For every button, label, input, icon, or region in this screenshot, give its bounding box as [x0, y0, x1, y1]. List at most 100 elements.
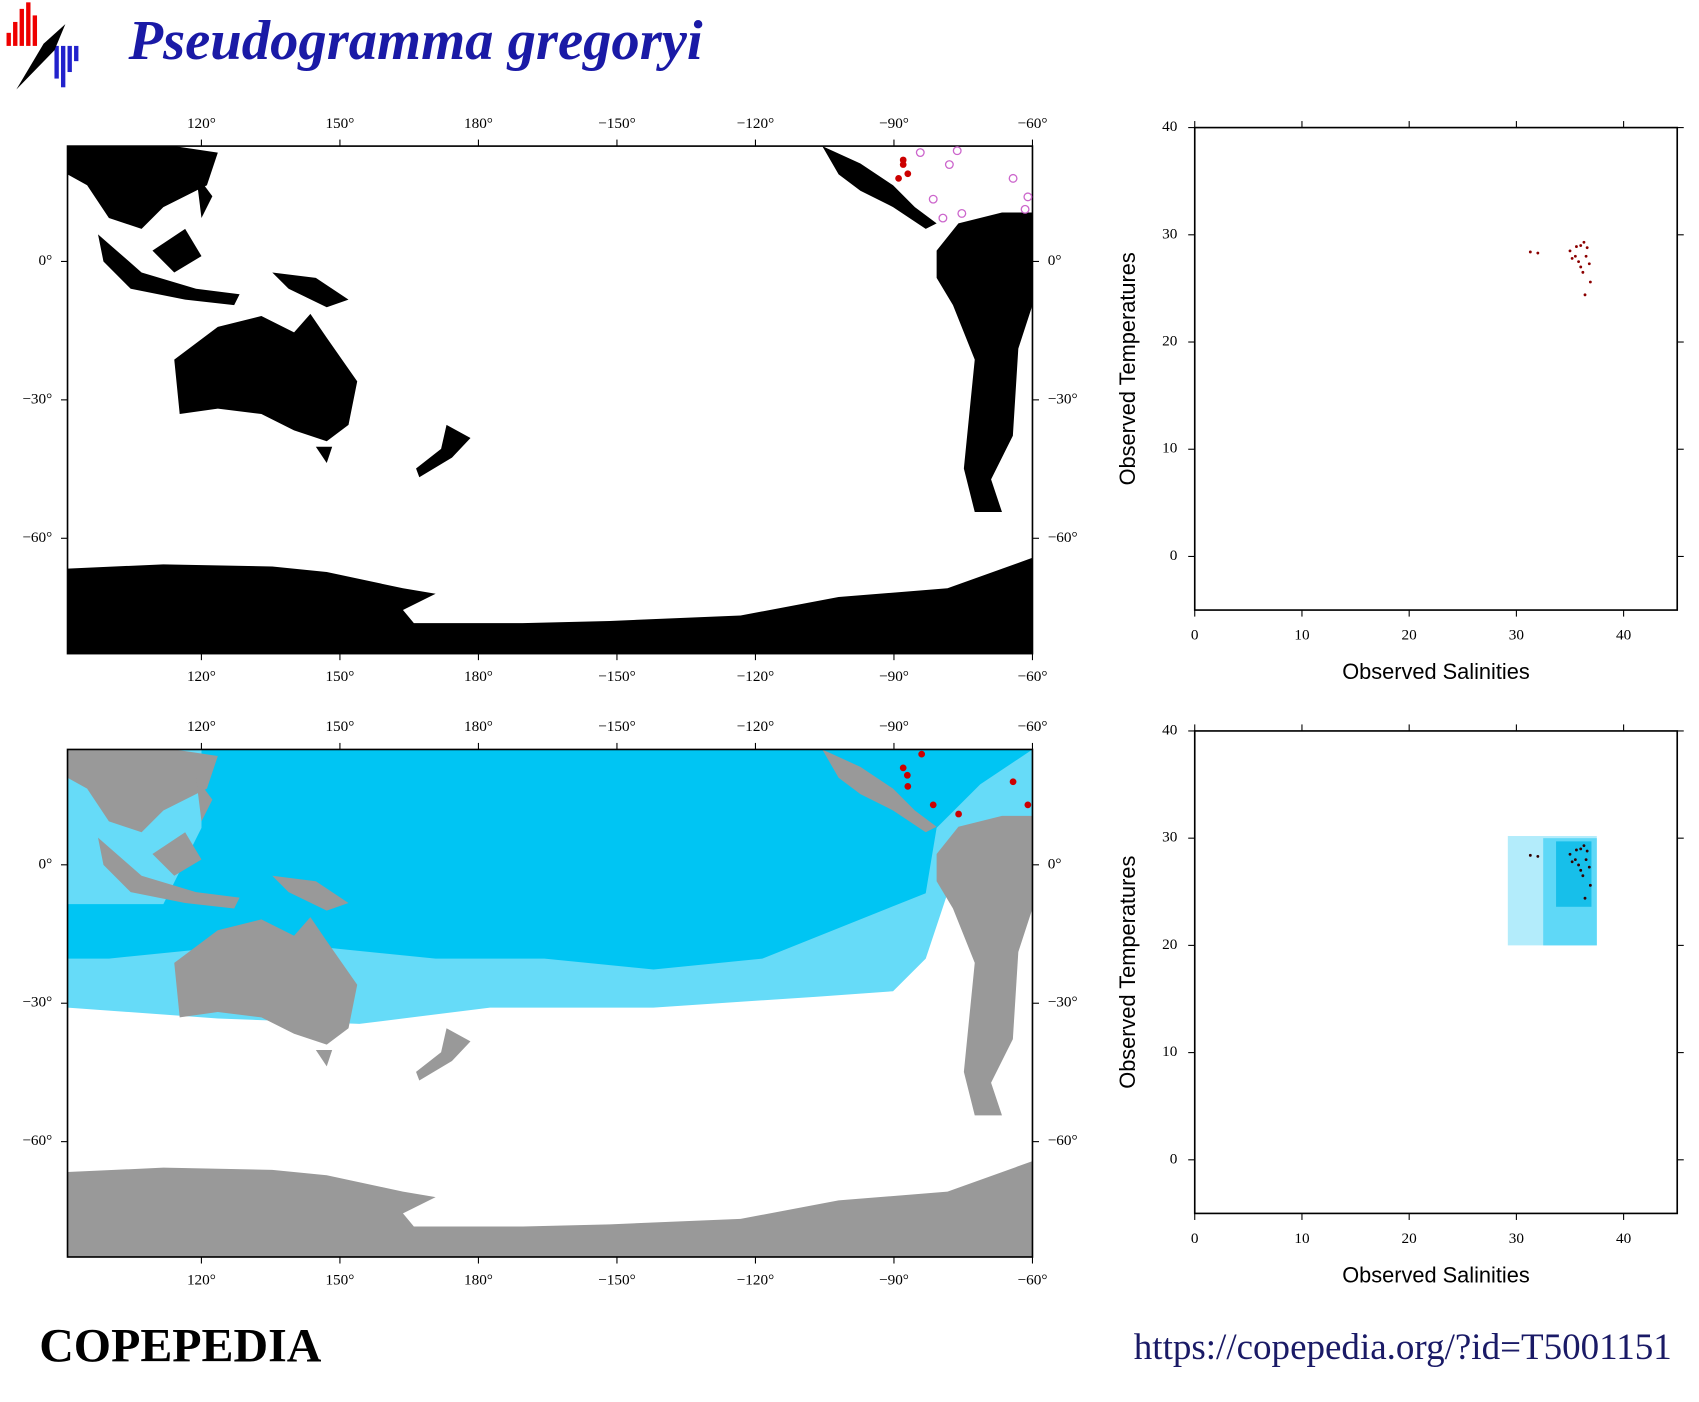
occurrence-point: [1009, 778, 1017, 786]
x-tick-label: 10: [1294, 1230, 1310, 1247]
x-tick-label: 20: [1402, 1230, 1418, 1247]
x-tick-label: 180°: [464, 1271, 493, 1288]
occurrence-point: [957, 208, 967, 218]
occurrence-point: [1024, 801, 1032, 809]
x-tick-label: 150°: [325, 1271, 354, 1288]
x-tick-label: −90°: [879, 718, 909, 735]
plot-frame: [1193, 126, 1679, 611]
x-tick-label: 10: [1294, 627, 1310, 644]
point: [1583, 293, 1587, 297]
point: [1583, 896, 1587, 900]
plot-frame: [1193, 730, 1679, 1215]
x-tick-label: 150°: [325, 115, 354, 132]
point: [1577, 863, 1580, 867]
y-tick-label: −60°: [22, 1132, 52, 1149]
x-tick-label: 40: [1616, 1230, 1632, 1247]
x-tick-label: 120°: [187, 718, 216, 735]
y-tick-label: −60°: [1048, 529, 1078, 546]
point: [1575, 848, 1578, 852]
x-tick-label: 40: [1616, 627, 1632, 644]
y-tick-label: 0°: [39, 252, 53, 269]
x-tick-label: 180°: [464, 718, 493, 735]
range-box: [1556, 841, 1592, 907]
point: [1579, 847, 1583, 851]
x-tick-label: 30: [1509, 627, 1525, 644]
point: [1573, 858, 1577, 862]
y-tick-label: −30°: [22, 390, 52, 407]
x-tick-label: −60°: [1018, 668, 1048, 685]
point: [1577, 260, 1580, 264]
occurrence-point: [1020, 204, 1030, 214]
occurrence-point: [915, 148, 925, 158]
occurrence-point: [904, 170, 912, 178]
occurrence-point: [928, 194, 938, 204]
y-tick-label: −30°: [1048, 994, 1078, 1011]
brand: COPEPEDIA: [39, 1320, 322, 1373]
occurrence-point: [895, 175, 902, 182]
point: [1581, 874, 1585, 878]
point: [1568, 249, 1572, 253]
x-tick-label: 120°: [187, 115, 216, 132]
point: [1528, 853, 1532, 857]
title: Pseudogramma gregoryi: [128, 10, 703, 72]
point: [1528, 250, 1532, 254]
x-tick-label: 120°: [187, 668, 216, 685]
point: [1570, 860, 1574, 864]
y-tick-label: 0: [1170, 547, 1178, 564]
y-tick-label: 30: [1162, 225, 1178, 242]
x-tick-label: −120°: [737, 115, 775, 132]
x-axis-label: Observed Salinities: [1342, 659, 1530, 684]
x-tick-label: −60°: [1018, 1271, 1048, 1288]
y-tick-label: −60°: [22, 529, 52, 546]
y-axis-label: Observed Temperatures: [1115, 252, 1140, 485]
point: [1568, 852, 1572, 856]
y-tick-label: 20: [1162, 936, 1178, 953]
y-tick-label: 40: [1162, 118, 1178, 135]
point: [1573, 254, 1577, 258]
y-tick-label: 10: [1162, 1043, 1178, 1060]
point: [1587, 865, 1591, 869]
x-tick-label: 0: [1191, 627, 1199, 644]
point: [1536, 854, 1540, 858]
point: [1579, 244, 1583, 247]
occurrence-point: [1023, 192, 1033, 202]
x-tick-label: −150°: [598, 1271, 636, 1288]
x-tick-label: −120°: [737, 1271, 775, 1288]
x-tick-label: −150°: [598, 718, 636, 735]
occurrence-point: [944, 160, 954, 170]
occurrence-point: [899, 764, 907, 772]
y-tick-label: 0°: [39, 855, 53, 872]
y-tick-label: 30: [1162, 829, 1178, 846]
y-tick-label: 0°: [1048, 252, 1062, 269]
x-axis-label: Observed Salinities: [1342, 1262, 1530, 1287]
point: [1581, 270, 1585, 274]
x-tick-label: −150°: [598, 668, 636, 685]
land-shape: [67, 146, 1033, 654]
point: [1585, 849, 1589, 853]
logo: [6, 2, 79, 90]
point: [1579, 265, 1583, 269]
x-tick-label: 0: [1191, 1230, 1199, 1247]
point: [1582, 844, 1586, 848]
y-tick-label: 0: [1170, 1150, 1178, 1167]
y-axis-label: Observed Temperatures: [1115, 856, 1140, 1089]
x-tick-label: −90°: [879, 668, 909, 685]
occurrence-point: [955, 810, 962, 818]
x-tick-label: −60°: [1018, 718, 1048, 735]
x-tick-label: 20: [1402, 627, 1418, 644]
point: [1588, 280, 1592, 284]
land: [67, 146, 1033, 654]
point: [1584, 858, 1588, 862]
point: [1582, 240, 1586, 244]
x-tick-label: 150°: [325, 668, 354, 685]
y-tick-label: −60°: [1048, 1132, 1078, 1149]
point: [1587, 262, 1591, 266]
url: https://copepedia.org/?id=T5001151: [1134, 1327, 1672, 1368]
occurrence-point: [903, 771, 911, 779]
point: [1585, 246, 1589, 250]
x-tick-label: −90°: [879, 1271, 909, 1288]
x-tick-label: −150°: [598, 115, 636, 132]
y-tick-label: −30°: [22, 994, 52, 1011]
y-tick-label: 0°: [1048, 855, 1062, 872]
